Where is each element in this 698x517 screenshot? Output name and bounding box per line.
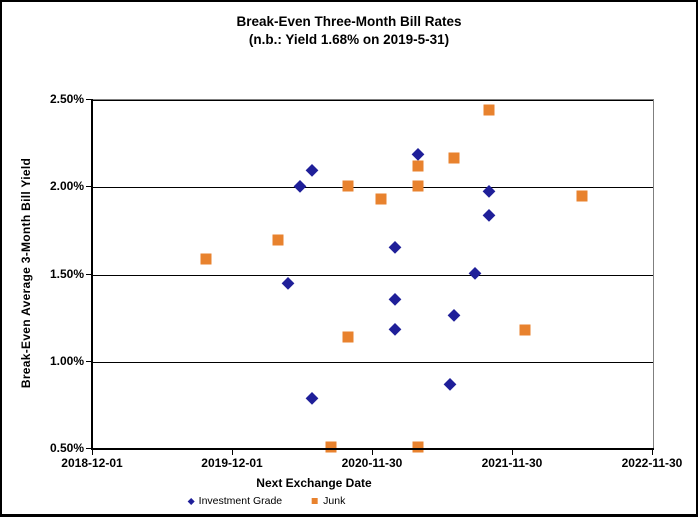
data-point-investment-grade [389,240,402,253]
gridline [93,100,653,101]
chart-title: Break-Even Three-Month Bill Rates (n.b.:… [2,13,696,48]
x-axis-tick [652,450,653,455]
y-axis-tick [86,448,91,449]
data-point-junk [272,234,284,246]
legend: Investment Grade Junk [187,495,345,507]
y-axis-title: Break-Even Average 3-Month Bill Yield [19,157,33,389]
data-point-investment-grade [389,322,402,335]
y-axis-tick-label: 1.00% [49,353,84,368]
chart-title-line1: Break-Even Three-Month Bill Rates [236,14,462,29]
data-point-investment-grade [389,292,402,305]
data-point-investment-grade [469,266,482,279]
data-point-junk [483,104,495,116]
data-point-junk [342,180,354,191]
y-axis-tick [86,273,91,275]
data-point-investment-grade [447,308,460,321]
y-axis-tick-label: 2.00% [49,179,84,194]
data-point-junk [412,180,424,191]
data-point-junk [412,441,424,453]
data-point-junk [519,324,530,336]
legend-square-icon [312,498,319,504]
x-axis-tick [232,450,233,455]
chart-title-line2: (n.b.: Yield 1.68% on 2019-5-31) [248,31,450,47]
x-axis-tick-label: 2018-12-01 [61,456,123,470]
x-axis-tick [92,450,93,455]
data-point-junk [576,190,588,202]
data-point-investment-grade [411,148,424,161]
data-point-junk [375,193,387,205]
y-axis-tick-label: 1.50% [49,266,84,281]
x-axis-line [91,448,654,450]
gridline [93,274,653,276]
legend-item-investment-grade: Investment Grade [187,495,283,507]
data-point-investment-grade [282,277,295,290]
data-point-junk [200,253,212,265]
x-axis-tick-label: 2021-11-30 [481,456,543,470]
legend-label-investment-grade: Investment Grade [198,495,283,507]
data-point-junk [448,152,460,164]
data-point-junk [412,160,424,172]
data-point-investment-grade [444,378,457,391]
y-axis-tick-label: 0.50% [49,441,84,455]
y-axis-line [91,99,93,450]
y-axis-tick [86,360,91,362]
x-axis-tick [372,450,373,455]
legend-label-junk: Junk [323,495,346,507]
y-axis-tick-label: 2.50% [49,92,84,106]
data-point-investment-grade [305,163,319,176]
legend-item-junk: Junk [312,495,345,507]
data-point-junk [342,331,354,343]
data-point-junk [325,441,337,453]
y-axis-tick [86,186,91,188]
data-point-investment-grade [305,392,319,405]
data-point-investment-grade [294,179,307,192]
x-axis-tick-label: 2020-11-30 [341,456,403,470]
legend-diamond-icon [187,497,195,505]
data-point-investment-grade [483,209,496,222]
gridline [93,361,653,363]
gridline [93,187,653,189]
x-axis-tick [512,450,513,455]
x-axis-tick-label: 2019-12-01 [201,456,263,470]
plot-area [92,99,654,453]
y-axis-tick [86,99,91,100]
x-axis-title: Next Exchange Date [256,476,372,490]
x-axis-tick-label: 2022-11-30 [621,456,683,470]
